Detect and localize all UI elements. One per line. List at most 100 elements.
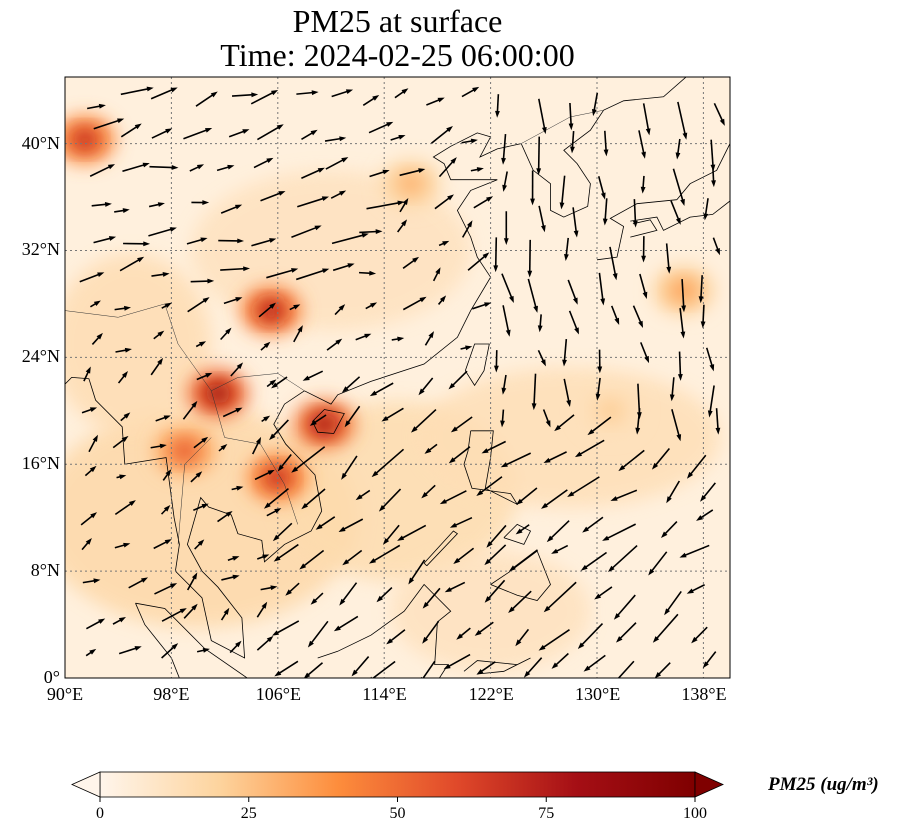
coastline bbox=[312, 409, 345, 434]
wind-arrow bbox=[561, 175, 566, 205]
wind-arrowhead bbox=[165, 128, 173, 134]
wind-arrow bbox=[478, 621, 494, 634]
wind-arrow bbox=[565, 237, 570, 257]
wind-arrow bbox=[293, 329, 302, 343]
wind-arrow bbox=[434, 196, 451, 210]
wind-arrowhead bbox=[309, 420, 317, 426]
wind-arrow bbox=[118, 647, 138, 655]
wind-arrow bbox=[504, 452, 532, 466]
wind-arrow bbox=[679, 308, 684, 334]
wind-arrowhead bbox=[456, 633, 464, 640]
wind-arrow bbox=[221, 575, 235, 581]
wind-arrow bbox=[705, 347, 714, 367]
wind-arrowhead bbox=[484, 302, 492, 308]
wind-arrow bbox=[374, 448, 405, 475]
wind-arrowhead bbox=[538, 644, 546, 651]
wind-arrow bbox=[313, 592, 324, 602]
wind-arrow bbox=[379, 586, 393, 600]
map-title: PM25 at surface Time: 2024-02-25 06:00:0… bbox=[0, 4, 795, 72]
wind-arrow bbox=[88, 438, 97, 453]
wind-arrow bbox=[402, 259, 416, 269]
wind-arrowhead bbox=[675, 217, 681, 225]
wind-arrowhead bbox=[446, 125, 453, 133]
wind-arrowhead bbox=[422, 601, 429, 609]
wind-arrowhead bbox=[235, 297, 243, 302]
wind-arrow bbox=[369, 170, 386, 178]
wind-arrowhead bbox=[541, 502, 548, 509]
wind-arrow bbox=[640, 342, 648, 359]
wind-arrowhead bbox=[482, 252, 490, 259]
wind-arrow bbox=[694, 626, 708, 641]
wind-arrowhead bbox=[285, 589, 292, 596]
wind-arrow bbox=[430, 128, 450, 144]
wind-arrowhead bbox=[602, 218, 608, 226]
wind-arrowhead bbox=[537, 325, 543, 333]
wind-arrowhead bbox=[698, 296, 704, 304]
wind-arrow bbox=[487, 579, 506, 600]
map-frame bbox=[64, 76, 731, 679]
wind-arrowhead bbox=[269, 433, 276, 441]
wind-arrowhead bbox=[600, 192, 606, 200]
wind-arrow bbox=[251, 239, 272, 247]
wind-arrow bbox=[683, 544, 710, 557]
wind-arrowhead bbox=[293, 304, 301, 310]
wind-arrowhead bbox=[450, 157, 457, 164]
wind-arrowhead bbox=[501, 387, 507, 395]
lon-tick-label: 130°E bbox=[575, 684, 621, 704]
wind-arrow bbox=[331, 90, 349, 98]
wind-arrowhead bbox=[418, 168, 426, 173]
wind-arrowhead bbox=[96, 332, 103, 340]
colorbar-max-extend bbox=[694, 771, 724, 798]
lon-tick-label: 114°E bbox=[362, 684, 407, 704]
wind-arrow bbox=[91, 203, 107, 207]
wind-arrow bbox=[295, 269, 325, 281]
wind-arrow bbox=[668, 480, 681, 500]
wind-arrowhead bbox=[98, 618, 106, 624]
wind-arrow bbox=[114, 307, 127, 311]
wind-arrowhead bbox=[269, 302, 276, 309]
wind-arrow bbox=[189, 165, 200, 172]
wind-arrow bbox=[578, 439, 605, 456]
wind-arrowhead bbox=[338, 304, 346, 311]
coastline bbox=[135, 603, 180, 678]
wind-arrowhead bbox=[378, 505, 386, 512]
wind-arrowhead bbox=[453, 557, 461, 564]
wind-arrow bbox=[597, 176, 605, 196]
wind-arrow bbox=[597, 377, 601, 396]
wind-arrowhead bbox=[310, 129, 318, 136]
wind-arrow bbox=[590, 416, 612, 433]
wind-arrowhead bbox=[301, 502, 309, 510]
lat-tick-label: 24°N bbox=[21, 346, 60, 367]
wind-arrowhead bbox=[448, 382, 456, 390]
wind-arrow bbox=[114, 543, 126, 549]
wind-arrowhead bbox=[476, 167, 484, 172]
wind-arrowhead bbox=[421, 491, 428, 499]
wind-arrowhead bbox=[361, 233, 369, 238]
wind-arrowhead bbox=[291, 268, 299, 273]
wind-arrowhead bbox=[444, 587, 452, 593]
wind-arrow bbox=[467, 255, 487, 271]
wind-arrow bbox=[547, 451, 567, 462]
wind-arrow bbox=[258, 305, 273, 318]
wind-arrow bbox=[598, 272, 604, 301]
wind-arrow bbox=[537, 349, 545, 363]
wind-arrowhead bbox=[509, 295, 514, 304]
wind-arrowhead bbox=[85, 366, 91, 374]
wind-arrowhead bbox=[196, 164, 205, 170]
wind-arrow bbox=[451, 370, 468, 387]
wind-arrowhead bbox=[472, 86, 480, 93]
country-border bbox=[177, 437, 212, 545]
wind-arrow bbox=[604, 198, 608, 221]
wind-arrowhead bbox=[696, 515, 704, 521]
wind-arrowhead bbox=[339, 598, 346, 606]
wind-arrowhead bbox=[680, 198, 685, 207]
wind-arrow bbox=[256, 605, 266, 618]
wind-arrowhead bbox=[143, 241, 151, 247]
lon-tick-label: 106°E bbox=[255, 684, 301, 704]
wind-arrowhead bbox=[443, 663, 451, 670]
wind-arrow bbox=[150, 88, 174, 100]
wind-arrowhead bbox=[614, 317, 620, 325]
wind-arrow bbox=[254, 471, 271, 481]
wind-arrow bbox=[638, 130, 645, 155]
wind-arrow bbox=[122, 163, 146, 173]
